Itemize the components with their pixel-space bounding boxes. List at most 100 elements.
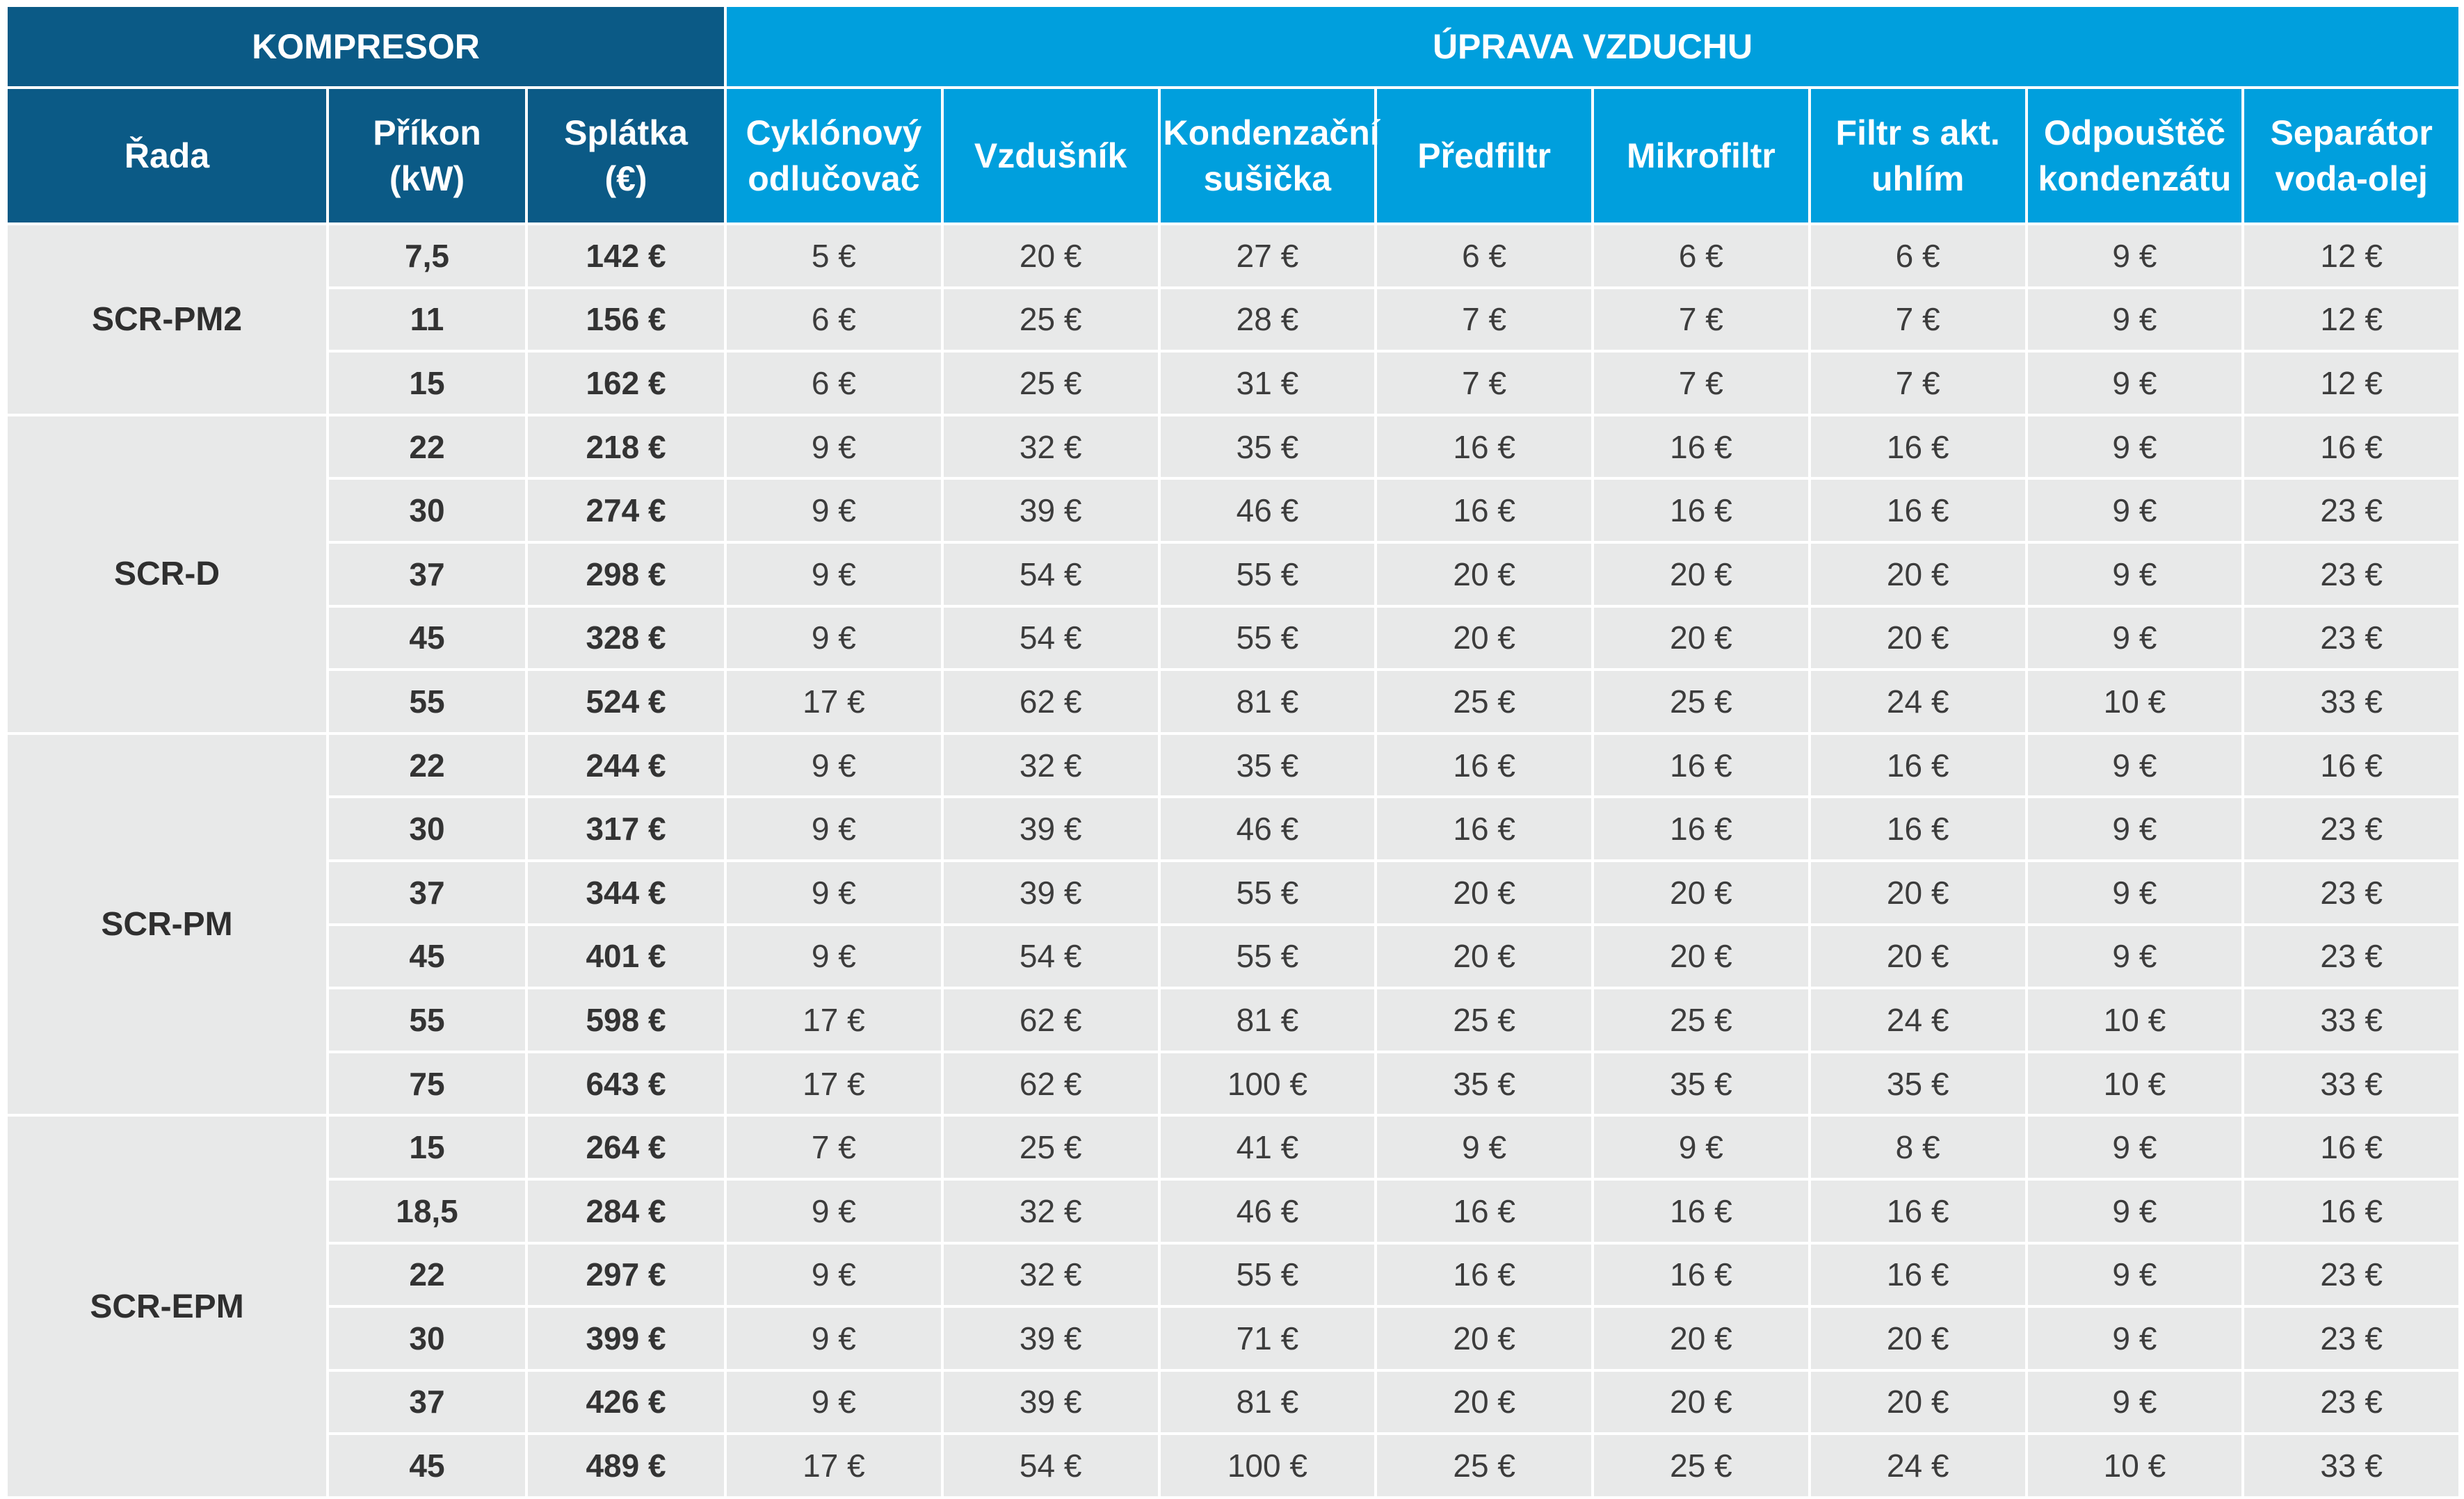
installment-cell: 264 € xyxy=(524,1114,727,1181)
price-cell: 7 € xyxy=(724,1114,944,1181)
price-cell: 9 € xyxy=(724,1370,944,1436)
column-header-line: Předfiltr xyxy=(1417,136,1551,175)
series-name-cell: SCR-D xyxy=(5,414,329,735)
price-cell: 6 € xyxy=(1591,224,1811,289)
installment-cell: 317 € xyxy=(524,797,727,862)
price-cell: 10 € xyxy=(2024,1434,2245,1499)
group-header-kompresor: KOMPRESOR xyxy=(4,4,727,89)
price-cell: 7 € xyxy=(1374,351,1595,416)
installment-cell: 274 € xyxy=(524,478,727,544)
power-cell: 30 xyxy=(326,478,528,544)
price-cell: 16 € xyxy=(2241,1114,2462,1181)
price-cell: 62 € xyxy=(940,670,1161,735)
price-cell: 16 € xyxy=(1374,732,1595,799)
column-header-line: Řada xyxy=(124,136,210,175)
installment-cell: 344 € xyxy=(524,860,727,926)
table-header: KOMPRESOR ÚPRAVA VZDUCHU Řada Příkon (kW) S… xyxy=(4,4,2462,225)
price-cell: 6 € xyxy=(1374,224,1595,289)
price-cell: 9 € xyxy=(2024,1242,2245,1308)
price-cell: 71 € xyxy=(1157,1306,1378,1372)
price-cell: 23 € xyxy=(2241,797,2462,862)
price-cell: 23 € xyxy=(2241,924,2462,990)
column-header-line: Cyklónový xyxy=(746,113,922,152)
price-cell: 20 € xyxy=(1807,542,2028,608)
price-cell: 16 € xyxy=(1591,414,1811,480)
price-cell: 27 € xyxy=(1157,224,1378,289)
price-cell: 20 € xyxy=(1807,606,2028,672)
table-row: SCR-PM 22 244 €9 €32 €35 €16 €16 €16 €9 €1… xyxy=(5,732,2462,1117)
price-cell: 35 € xyxy=(1807,1051,2028,1117)
price-cell: 23 € xyxy=(2241,1242,2462,1308)
installment-cell: 598 € xyxy=(524,988,727,1053)
price-cell: 32 € xyxy=(940,1178,1161,1245)
price-cell: 28 € xyxy=(1157,287,1378,353)
power-cell: 37 xyxy=(326,1370,528,1436)
table-row: 22 297 €9 €32 €55 €16 €16 €16 €9 €23 € xyxy=(6,1242,2462,1308)
power-cell: 55 xyxy=(326,988,528,1053)
price-cell: 6 € xyxy=(1807,224,2028,289)
price-cell: 20 € xyxy=(1807,924,2028,990)
column-header-line: kondenzátu xyxy=(2038,159,2232,198)
price-cell: 100 € xyxy=(1157,1051,1378,1117)
power-cell: 37 xyxy=(326,542,528,608)
power-cell: 15 xyxy=(326,1114,528,1181)
installment-cell: 244 € xyxy=(524,732,727,799)
price-cell: 16 € xyxy=(1591,1178,1811,1245)
group-header-row: KOMPRESOR ÚPRAVA VZDUCHU xyxy=(4,4,2462,89)
column-header-line: Kondenzační xyxy=(1163,113,1380,152)
price-cell: 9 € xyxy=(2024,351,2245,416)
power-cell: 45 xyxy=(326,924,528,990)
price-cell: 23 € xyxy=(2241,1306,2462,1372)
price-cell: 35 € xyxy=(1157,414,1378,480)
price-cell: 35 € xyxy=(1374,1051,1595,1117)
table-row: 45 489 €17 €54 €100 €25 €25 €24 €10 €33 € xyxy=(6,1434,2462,1499)
price-cell: 54 € xyxy=(940,606,1161,672)
price-cell: 54 € xyxy=(940,542,1161,608)
installment-cell: 218 € xyxy=(524,414,727,480)
price-cell: 20 € xyxy=(1591,924,1811,990)
power-cell: 15 xyxy=(326,351,528,416)
price-cell: 25 € xyxy=(1591,988,1811,1053)
table-row: 30 399 €9 €39 €71 €20 €20 €20 €9 €23 € xyxy=(6,1306,2462,1372)
price-cell: 39 € xyxy=(940,1306,1161,1372)
power-cell: 22 xyxy=(326,414,528,480)
price-cell: 5 € xyxy=(724,224,944,289)
price-cell: 9 € xyxy=(2024,414,2245,480)
price-cell: 25 € xyxy=(1374,1434,1595,1499)
price-cell: 24 € xyxy=(1807,1434,2028,1499)
price-cell: 20 € xyxy=(1374,1370,1595,1436)
column-header-mikrofiltr: Mikrofiltr xyxy=(1591,86,1811,225)
power-cell: 7,5 xyxy=(326,224,528,289)
price-cell: 55 € xyxy=(1157,860,1378,926)
price-cell: 9 € xyxy=(1591,1114,1811,1181)
price-cell: 6 € xyxy=(724,287,944,353)
price-cell: 23 € xyxy=(2241,1370,2462,1436)
column-header-line: Příkon xyxy=(373,113,481,152)
column-header-line: Filtr s akt. xyxy=(1835,113,2000,152)
power-cell: 11 xyxy=(326,287,528,353)
price-cell: 25 € xyxy=(1591,1434,1811,1499)
power-cell: 75 xyxy=(326,1051,528,1117)
column-header-rada: Řada xyxy=(5,86,329,225)
power-cell: 45 xyxy=(326,606,528,672)
installment-cell: 643 € xyxy=(524,1051,727,1117)
price-cell: 20 € xyxy=(1591,606,1811,672)
price-cell: 9 € xyxy=(724,797,944,862)
price-cell: 7 € xyxy=(1591,351,1811,416)
price-cell: 9 € xyxy=(2024,606,2245,672)
price-cell: 62 € xyxy=(940,988,1161,1053)
price-cell: 16 € xyxy=(1374,797,1595,862)
installment-cell: 489 € xyxy=(524,1434,727,1499)
price-cell: 32 € xyxy=(940,414,1161,480)
table-row: 15 162 €6 €25 €31 €7 €7 €7 €9 €12 € xyxy=(6,351,2462,416)
table-row: 37 344 €9 €39 €55 €20 €20 €20 €9 €23 € xyxy=(6,860,2462,926)
column-header-line: (kW) xyxy=(389,159,465,198)
table-row: 37 426 €9 €39 €81 €20 €20 €20 €9 €23 € xyxy=(6,1370,2462,1436)
installment-cell: 298 € xyxy=(524,542,727,608)
power-cell: 18,5 xyxy=(326,1178,528,1245)
price-cell: 12 € xyxy=(2241,224,2462,289)
column-header-line: sušička xyxy=(1203,159,1332,198)
column-header-line: Vzdušník xyxy=(974,136,1127,175)
table-row: 11 156 €6 €25 €28 €7 €7 €7 €9 €12 € xyxy=(6,287,2462,353)
installment-cell: 284 € xyxy=(524,1178,727,1245)
